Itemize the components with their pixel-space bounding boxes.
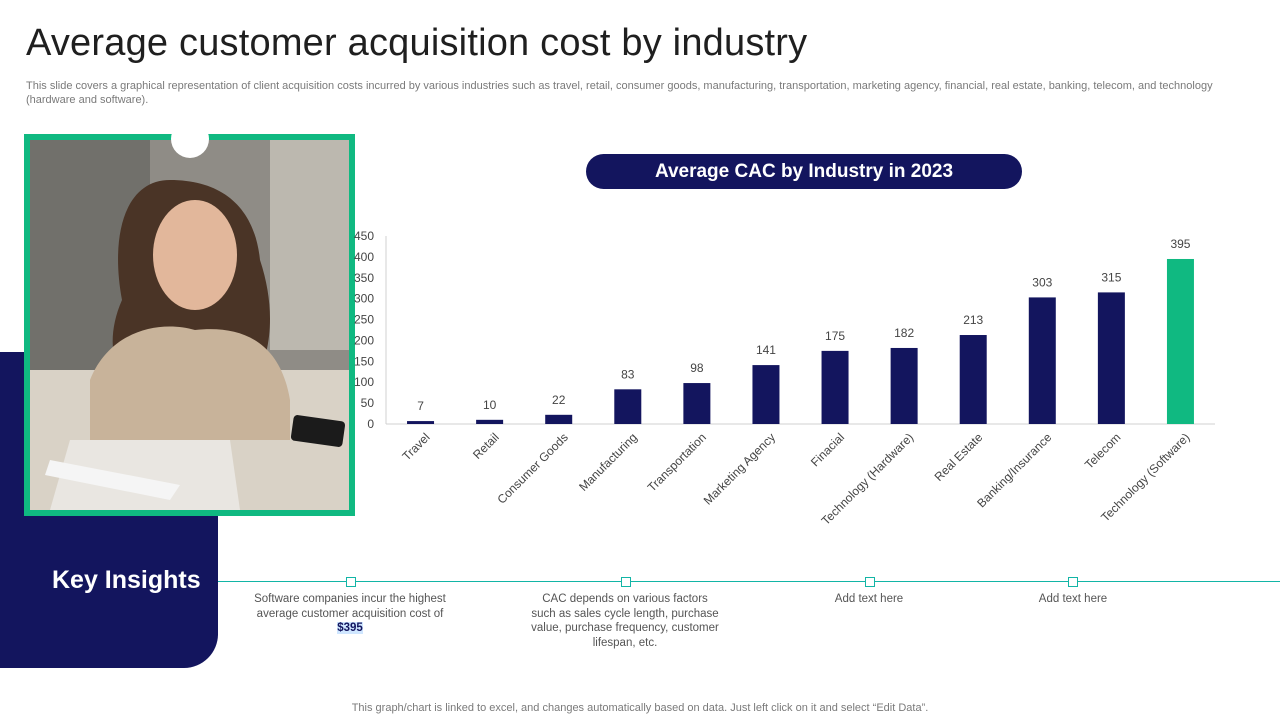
y-tick-label: 450 [354,229,374,243]
timeline-marker-4 [1068,577,1078,587]
x-tick-label: Real Estate [932,430,986,484]
timeline-marker-2 [621,577,631,587]
y-tick-label: 400 [354,250,374,264]
woman-photo-illustration [30,140,349,510]
photo-frame [24,134,355,516]
y-tick-label: 300 [354,292,374,306]
y-tick-label: 50 [361,396,375,410]
insight-highlight-value: $395 [337,622,363,634]
insight-text-3: Add text here [834,593,904,605]
x-tick-label: Retail [470,430,502,462]
x-tick-label: Banking/Insurance [974,430,1054,510]
insight-text-2: CAC depends on various factors such as s… [531,593,719,649]
data-label: 141 [756,343,776,357]
bar [1166,258,1194,424]
x-tick-label: Travel [399,430,432,463]
page-subtitle: This slide covers a graphical representa… [26,80,1213,106]
photo-decoration-dot [171,120,209,158]
bar [959,335,987,424]
y-tick-label: 250 [354,313,374,327]
data-label: 22 [552,393,566,407]
y-tick-label: 350 [354,271,374,285]
x-tick-label: Transportation [645,430,709,494]
bar [890,347,918,424]
x-tick-label: Finacial [808,430,847,469]
data-label: 83 [621,367,635,381]
bar [476,419,504,424]
bar [407,421,435,424]
chart-title-pill: Average CAC by Industry in 2023 [586,154,1022,189]
x-tick-label: Marketing Agency [701,430,778,507]
insights-timeline [218,581,1280,582]
x-tick-label: Consumer Goods [494,430,570,506]
y-tick-label: 200 [354,333,374,347]
data-label: 7 [417,399,424,413]
data-label: 303 [1032,275,1052,289]
data-label: 98 [690,361,704,375]
y-tick-label: 0 [367,417,374,431]
key-insights-title: Key Insights [52,566,201,594]
footer-note: This graph/chart is linked to excel, and… [351,702,929,714]
data-label: 10 [483,398,497,412]
bar [545,414,573,424]
insight-text-1-body: Software companies incur the highest ave… [254,593,446,620]
insight-text-4: Add text here [1038,593,1108,605]
cac-bar-chart: 0 50 100 150 200 250 300 350 400 450 7 Travel 10 Reta… [354,229,1215,528]
timeline-marker-3 [865,577,875,587]
bar [614,389,642,424]
y-tick-label: 150 [354,354,374,368]
bar [1028,297,1056,424]
woman-photo [30,140,349,510]
bar [821,350,849,424]
x-tick-label: Telecom [1082,430,1123,471]
x-tick-label: Manufacturing [576,430,640,494]
page-title: Average customer acquisition cost by ind… [26,22,808,64]
y-tick-label: 100 [354,375,374,389]
data-label: 315 [1101,270,1121,284]
bar [683,383,711,424]
bar [752,365,780,424]
timeline-marker-1 [346,577,356,587]
data-label: 395 [1170,237,1190,251]
insight-text-1: Software companies incur the highest ave… [250,592,450,636]
bar [1097,292,1125,424]
data-label: 182 [894,326,914,340]
data-label: 213 [963,313,983,327]
data-label: 175 [825,329,845,343]
